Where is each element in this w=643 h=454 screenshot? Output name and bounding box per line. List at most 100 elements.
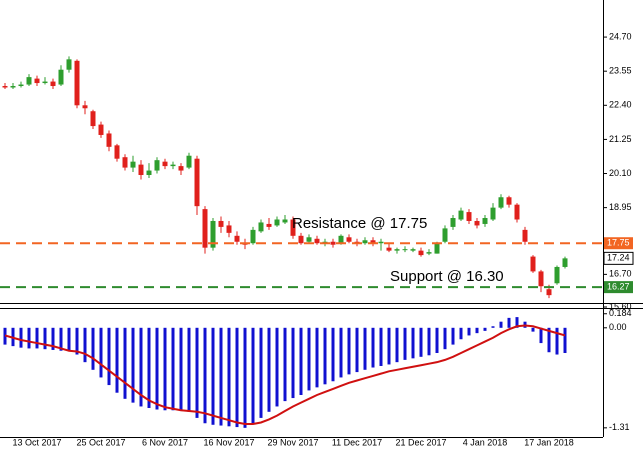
histogram-bar [19, 327, 23, 348]
level-annotation: Resistance @ 17.75 [292, 215, 427, 232]
histogram-bar [219, 327, 223, 426]
histogram-bar [443, 327, 447, 350]
histogram-bar [243, 327, 247, 428]
x-tick-label: 4 Jan 2018 [463, 437, 508, 447]
candle-body [282, 219, 288, 223]
histogram-bar [387, 327, 391, 365]
candle-body [538, 271, 544, 287]
histogram-bar [507, 317, 511, 328]
y-tick-label: 21.25 [609, 134, 632, 144]
histogram-bar [355, 327, 359, 373]
candle-body [50, 81, 56, 87]
candle-body [554, 266, 560, 284]
x-tick-label: 13 Oct 2017 [12, 437, 61, 447]
histogram-bar [419, 327, 423, 357]
candle-body [362, 240, 368, 244]
histogram-bar [155, 327, 159, 410]
candle-body [146, 170, 152, 176]
candle-body [514, 204, 520, 220]
histogram-bar [115, 327, 119, 393]
histogram-bar [259, 327, 263, 418]
candle-body [370, 240, 376, 244]
histogram-bar [547, 327, 551, 353]
histogram-bar [251, 327, 255, 424]
histogram-bar [307, 327, 311, 391]
x-tick-label: 21 Dec 2017 [395, 437, 446, 447]
candle-body [266, 223, 272, 227]
level-tag [604, 281, 633, 294]
histogram-bar [163, 327, 167, 411]
candle-body [458, 210, 464, 220]
candle-body [274, 219, 280, 226]
y-tick-label: 0.184 [609, 308, 632, 318]
histogram-bar [139, 327, 143, 407]
histogram-bar [363, 327, 367, 370]
candle-body [122, 157, 128, 168]
histogram-bar [291, 327, 295, 399]
candle-body [290, 219, 296, 236]
candle-body [210, 220, 216, 248]
candle-body [202, 209, 208, 248]
x-tick-label: 6 Nov 2017 [142, 437, 188, 447]
histogram-bar [299, 327, 303, 395]
candle-body [74, 60, 80, 106]
candle-body [106, 133, 112, 147]
candle-body [378, 241, 384, 244]
candle-body [522, 229, 528, 242]
y-tick-label: 22.40 [609, 100, 632, 110]
candle-body [386, 247, 392, 251]
histogram-bar [43, 327, 47, 350]
candle-body [82, 105, 88, 109]
y-tick-label: -1.31 [609, 422, 630, 432]
candle-body [306, 237, 312, 242]
histogram-bar [83, 327, 87, 363]
x-tick-label: 16 Nov 2017 [203, 437, 254, 447]
histogram-bar [483, 327, 487, 331]
candle-body [434, 243, 440, 254]
histogram-bar [195, 327, 199, 418]
x-tick-label: 25 Oct 2017 [76, 437, 125, 447]
candle-body [338, 235, 344, 244]
candle-body [2, 86, 8, 88]
level-tag-label: 16.27 [607, 282, 630, 292]
y-tick-label: 15.60 [609, 301, 632, 311]
histogram-bar [235, 327, 239, 428]
candle-body [186, 155, 192, 168]
candle-body [402, 249, 408, 251]
level-annotation: Support @ 16.30 [390, 268, 504, 285]
histogram-bar [203, 327, 207, 424]
candle-body [394, 249, 400, 251]
candle-body [130, 161, 136, 168]
histogram-bar [275, 327, 279, 407]
histogram-bar [35, 327, 39, 349]
histogram-bar [179, 327, 183, 412]
candle-body [498, 197, 504, 208]
histogram-bar [531, 327, 535, 332]
histogram-bar [171, 327, 175, 411]
histogram-bar [315, 327, 319, 388]
candle-body [346, 237, 352, 242]
level-tag [604, 237, 633, 250]
candle-body [114, 145, 120, 159]
histogram-bar [499, 321, 503, 328]
candle-body [314, 238, 320, 244]
histogram-bar [227, 327, 231, 427]
histogram-bar [347, 327, 351, 375]
histogram-bar [467, 327, 471, 336]
histogram-bar [27, 327, 31, 349]
candle-body [562, 258, 568, 267]
y-tick-label: 0.00 [609, 322, 627, 332]
y-tick-label: 24.70 [609, 31, 632, 41]
histogram-bar [339, 327, 343, 378]
histogram-bar [451, 327, 455, 345]
histogram-bar [147, 327, 151, 408]
histogram-bar [267, 327, 271, 412]
candle-body [218, 220, 224, 227]
histogram-bar [555, 327, 559, 355]
candle-body [178, 166, 184, 171]
candle-body [26, 77, 32, 85]
histogram-bar [395, 327, 399, 363]
histogram-bar [123, 327, 127, 399]
